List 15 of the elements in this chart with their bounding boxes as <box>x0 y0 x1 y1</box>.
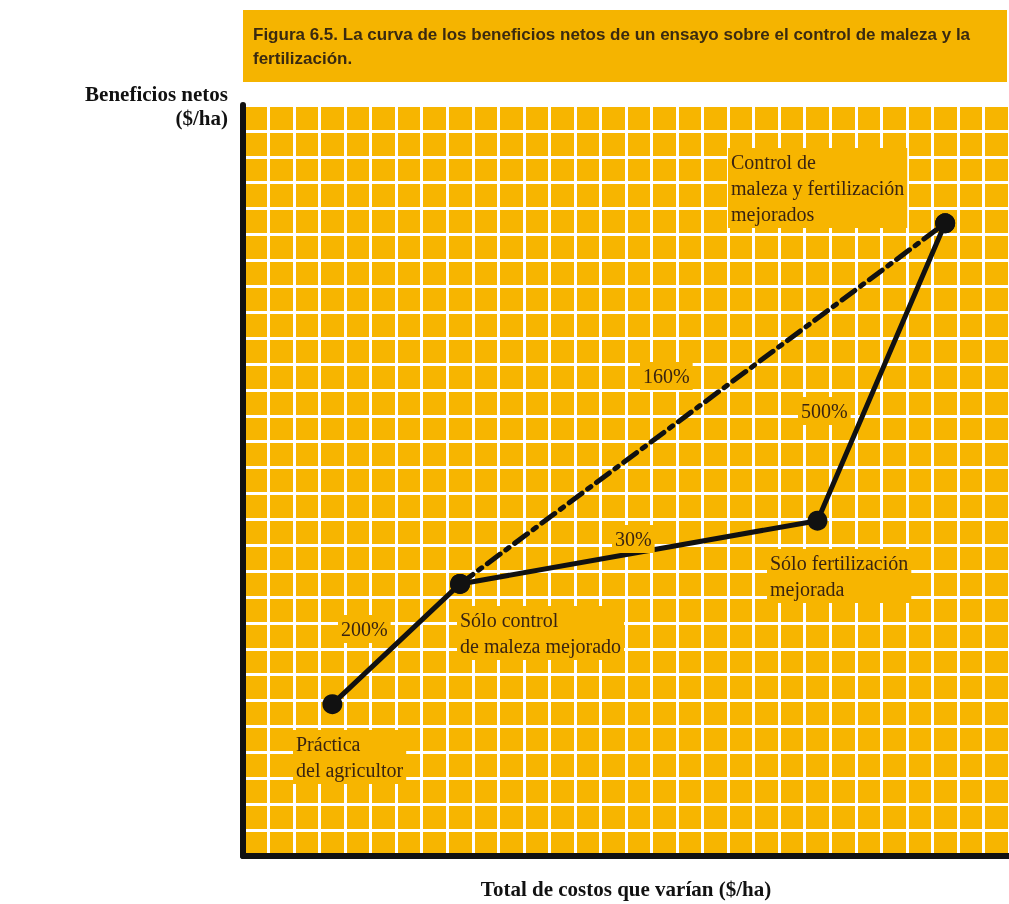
point <box>807 510 828 531</box>
annotation: 200% <box>341 618 388 640</box>
annotation: Control de maleza y fertilización mejorados <box>731 151 905 226</box>
annotation: Sólo fertilización mejorada <box>770 552 909 601</box>
y-axis-title: Beneficios netos ($/ha) <box>85 82 229 130</box>
x-axis-title: Total de costos que varían ($/ha) <box>480 876 772 901</box>
annotation: Práctica del agricultor <box>296 733 404 782</box>
point <box>935 213 956 234</box>
annotation: 160% <box>643 365 690 387</box>
annotation: 30% <box>615 528 652 550</box>
point <box>450 573 471 594</box>
annotation: 500% <box>801 400 848 422</box>
point <box>322 694 343 715</box>
chart-title: Figura 6.5. La curva de los beneficios netos de un ensayo sobre el control de maleza y la fertilización. <box>253 24 975 68</box>
annotation: Sólo control de maleza mejorado <box>460 609 622 658</box>
